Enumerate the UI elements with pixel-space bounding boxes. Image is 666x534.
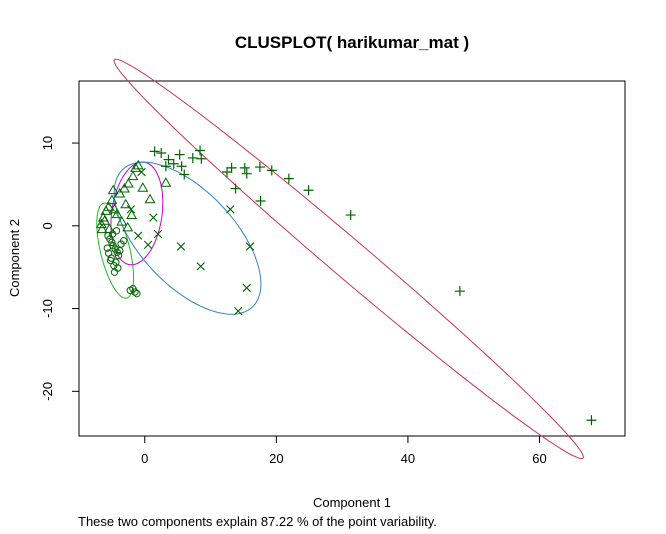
point-cross	[242, 283, 251, 293]
point-cross	[137, 167, 146, 177]
cluster-ellipse-1	[96, 202, 135, 299]
data-points	[95, 145, 597, 426]
cluster-ellipse-4	[113, 58, 584, 460]
cluster-ellipse-2	[110, 161, 164, 266]
point-plus	[345, 210, 356, 221]
x-axis: 0 20 40 60	[141, 435, 547, 466]
point-plus	[586, 415, 597, 426]
point-plus	[149, 146, 160, 157]
point-plus	[196, 153, 207, 164]
point-plus	[283, 173, 294, 184]
x-axis-label: Component 1	[313, 495, 391, 510]
point-plus	[303, 185, 314, 196]
point-triangle	[120, 198, 132, 209]
point-plus	[163, 154, 174, 165]
y-tick-label: -10	[40, 299, 55, 318]
cluster-ellipse-3	[113, 161, 262, 315]
point-plus	[174, 149, 185, 160]
point-triangle	[95, 218, 107, 229]
point-triangle	[160, 177, 172, 187]
point-plus	[266, 165, 277, 176]
point-plus	[176, 161, 187, 172]
point-triangle	[111, 208, 123, 219]
cluster-ellipses	[96, 58, 584, 460]
point-circle	[110, 268, 119, 276]
plot-frame	[78, 80, 626, 437]
x-tick-label: 20	[269, 451, 283, 466]
point-plus	[222, 167, 233, 178]
point-circle	[104, 249, 113, 257]
point-triangle	[107, 184, 119, 195]
point-cross	[149, 213, 158, 222]
point-triangle	[103, 201, 115, 211]
point-plus	[255, 195, 266, 206]
point-circle	[108, 238, 116, 247]
point-cross	[126, 205, 136, 214]
point-plus	[187, 152, 198, 163]
point-triangle	[130, 162, 142, 172]
point-plus	[454, 286, 465, 297]
point-triangle	[106, 194, 118, 205]
point-circle	[133, 289, 141, 298]
x-tick-label: 0	[141, 451, 148, 466]
point-plus	[239, 162, 250, 173]
point-cross	[196, 262, 205, 271]
point-triangle	[122, 178, 134, 188]
point-triangle	[127, 170, 139, 181]
point-triangle	[126, 209, 138, 220]
variability-caption: These two components explain 87.22 % of …	[78, 514, 437, 529]
point-cross	[245, 242, 255, 251]
point-triangle	[137, 182, 149, 192]
point-circle	[114, 251, 123, 260]
point-plus	[156, 147, 167, 158]
point-triangle	[109, 203, 120, 214]
y-tick-label: 10	[40, 136, 55, 150]
point-plus	[160, 161, 171, 172]
chart-title: CLUSPLOT( harikumar_mat )	[235, 33, 469, 52]
point-plus	[195, 145, 206, 156]
point-triangle	[96, 223, 108, 234]
point-circle	[120, 237, 128, 245]
point-cross	[143, 240, 153, 250]
point-plus	[241, 168, 252, 179]
y-tick-label: 0	[40, 222, 55, 229]
x-tick-label: 60	[532, 451, 546, 466]
point-triangle	[116, 216, 128, 226]
point-triangle	[99, 215, 111, 225]
point-plus	[168, 158, 179, 169]
point-circle	[106, 256, 115, 265]
point-triangle	[122, 221, 134, 232]
point-cross	[176, 242, 186, 251]
point-cross	[226, 205, 235, 214]
y-tick-label: -20	[40, 382, 55, 401]
point-triangle	[144, 193, 156, 204]
point-cross	[153, 229, 163, 239]
point-cross	[134, 231, 143, 240]
point-circle	[131, 288, 139, 296]
y-axis-label: Component 2	[7, 219, 22, 297]
point-plus	[226, 162, 237, 173]
point-plus	[179, 169, 190, 180]
point-plus	[230, 183, 241, 194]
point-triangle	[103, 223, 115, 234]
y-axis: -20 -10 0 10	[40, 136, 80, 401]
point-plus	[254, 162, 265, 173]
point-circle	[103, 244, 111, 252]
x-tick-label: 40	[401, 451, 415, 466]
point-triangle	[118, 182, 130, 193]
point-cross	[234, 306, 243, 316]
